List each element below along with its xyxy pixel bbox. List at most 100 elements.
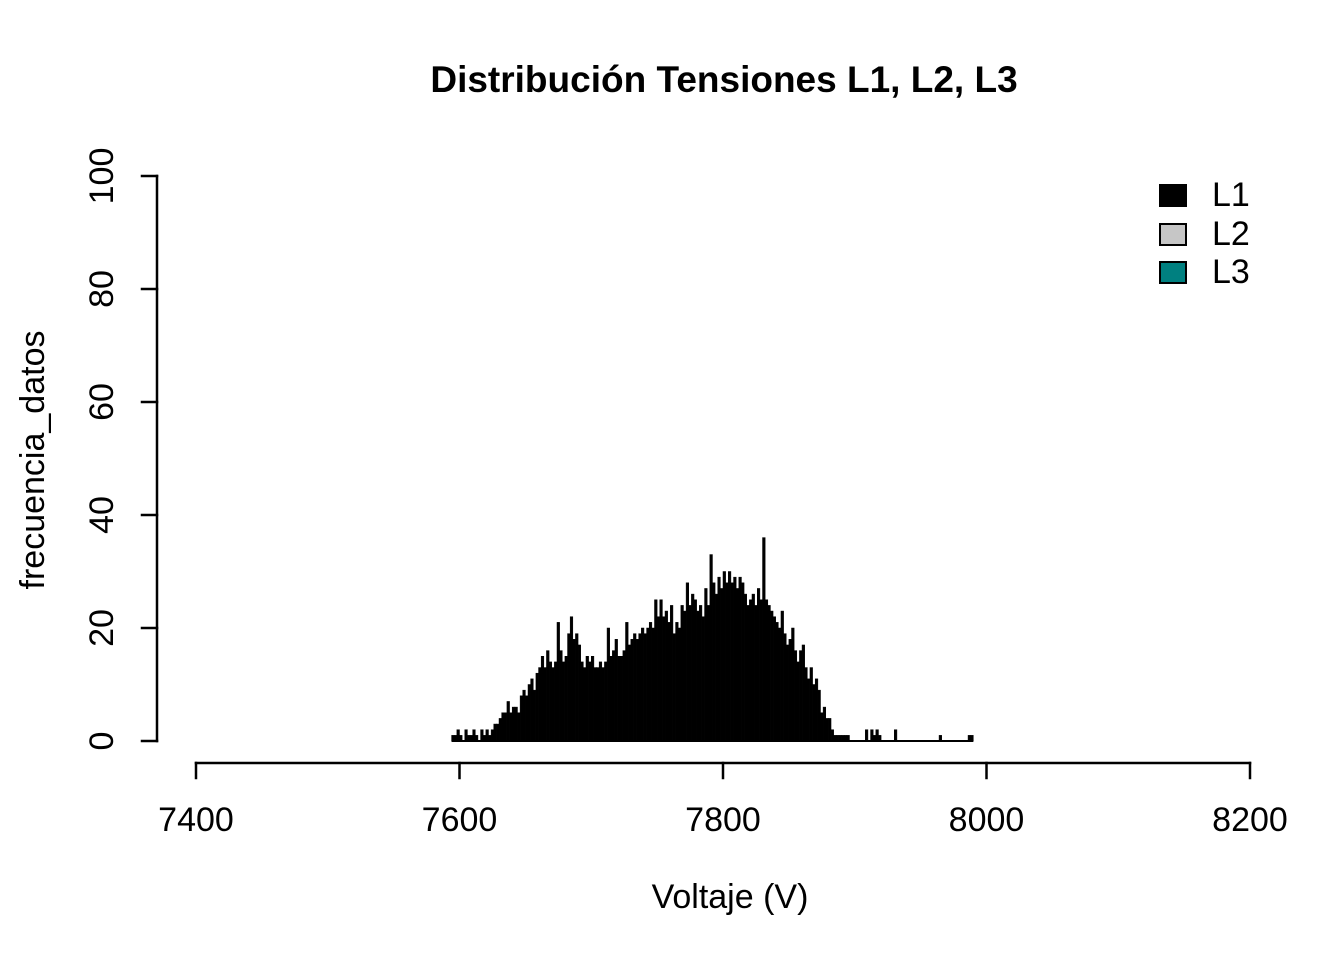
histogram-bar [814,678,819,742]
y-tick-label: 20 [83,609,121,647]
histogram-bar [501,712,505,742]
histogram-bar [778,627,782,742]
histogram-bar [506,701,510,742]
histogram-bar [606,627,610,742]
x-tick-label: 8200 [1212,801,1288,839]
histogram-bar [504,712,508,742]
histogram-bar [865,729,869,742]
histogram-bar [585,656,589,742]
histogram-bar [675,622,679,742]
histogram-bar [551,667,555,742]
histogram-bar [754,605,758,742]
histogram-bar [717,576,721,742]
histogram-bar [480,729,484,742]
histogram-bar [538,667,542,742]
histogram-bar [709,554,713,742]
histogram-bar [635,639,639,742]
histogram-bar [672,633,676,742]
histogram-bar [683,610,687,742]
histogram-bar [572,639,576,742]
histogram-bar [704,588,708,742]
histogram-bar [522,689,526,742]
histogram-bar [498,718,502,742]
histogram-bar [757,588,761,742]
histogram-bar [685,582,689,742]
histogram-bar [712,582,716,742]
histogram-bar [577,644,581,742]
legend-label-l3: L3 [1212,253,1250,291]
y-tick-label: 80 [83,270,121,308]
y-tick-label: 100 [83,148,121,205]
histogram-bar [796,661,800,742]
histogram-bar [533,689,537,742]
legend-swatch-l3 [1159,261,1187,284]
histogram-bar [762,537,766,742]
histogram-bar [804,667,808,742]
histogram-bar [825,718,829,742]
histogram-bar [664,610,668,742]
histogram-bar [662,616,666,742]
histogram-bar [630,639,634,742]
histogram-bar [656,616,661,742]
histogram-bar [780,610,784,742]
x-axis-title: Voltaje (V) [652,878,809,916]
histogram-bar [817,689,821,742]
x-tick-label: 7400 [158,801,234,839]
histogram-bar [583,667,587,742]
histogram-bar [464,729,468,742]
histogram-bar [677,627,682,742]
histogram-bar [456,729,460,742]
histogram-bar [617,656,621,742]
histogram-bar [807,678,811,742]
histogram-bar [725,582,729,742]
histogram-bar [559,650,563,742]
histogram-bar [622,650,626,742]
histogram-bar [691,593,695,742]
histogram-bar [569,616,574,742]
histogram-bar [730,582,734,742]
x-axis-ticks: 7400 7600 7800 8000 8200 [158,761,1288,839]
histogram-bar [496,723,500,742]
histogram-bar [641,627,645,742]
histogram-bar [490,729,495,742]
histogram-bar [743,593,747,742]
histogram-bar [680,605,684,742]
histogram-bar [812,684,816,742]
histogram-bar [759,599,763,742]
legend-swatch-l1 [1159,184,1187,207]
histogram-bar [546,650,550,742]
histogram-bar [746,605,750,742]
histogram-bar [562,661,566,742]
histogram-bar [799,650,803,742]
histogram-bar [801,644,805,742]
histogram-bar [556,622,560,742]
histogram-bar [519,695,523,742]
histogram-bar [720,588,724,742]
histogram-bar [580,661,584,742]
histogram-bar [627,644,632,742]
histogram-bar [696,610,700,742]
y-tick-label: 0 [83,732,121,751]
histogram-bar [596,667,600,742]
histogram-bar [530,678,534,742]
histogram-bar [604,661,608,742]
histogram-bar [648,622,653,742]
histogram-bar [509,712,513,742]
histogram-bar [701,616,705,742]
histogram-bar [733,576,737,742]
histogram-bar [741,582,745,742]
histogram-bar [654,599,658,742]
histogram-bar [564,656,568,742]
histogram-bar [749,599,753,742]
histogram-bar [643,633,647,742]
x-tick-label: 7800 [685,801,761,839]
legend-label-l2: L2 [1212,215,1250,253]
histogram-bar [706,605,711,742]
histogram-bar [614,639,618,742]
histogram-bar [540,656,545,742]
x-tick-label: 8000 [949,801,1025,839]
histogram-bar [514,706,518,742]
histogram-bar [830,729,834,742]
